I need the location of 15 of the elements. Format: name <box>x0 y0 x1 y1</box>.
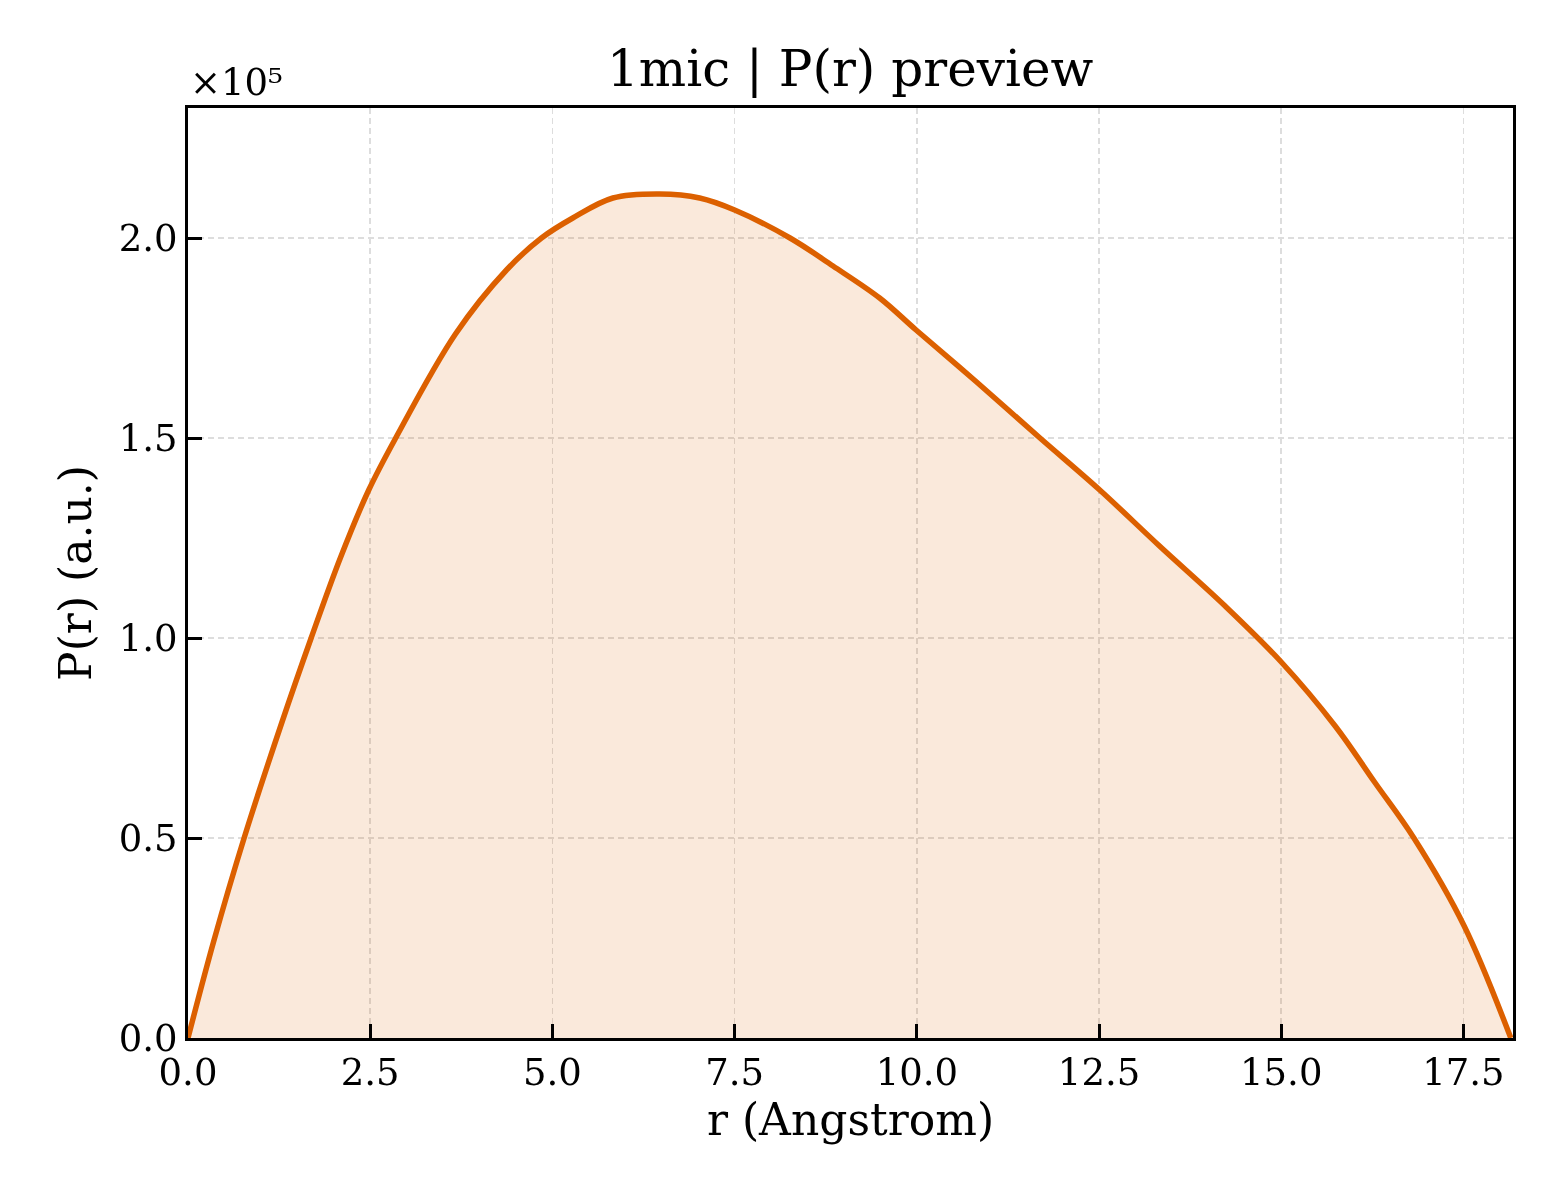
x-tick-label: 17.5 <box>1422 1051 1505 1095</box>
x-tick-label: 2.5 <box>340 1051 400 1095</box>
x-tick-label: 15.0 <box>1240 1051 1323 1095</box>
x-axis-title: r (Angstrom) <box>706 1094 995 1146</box>
y-tick-label: 0.5 <box>118 816 178 860</box>
x-tick-label: 7.5 <box>705 1051 765 1095</box>
x-tick-label: 10.0 <box>875 1051 959 1095</box>
y-tick-label: 2.0 <box>118 216 178 260</box>
y-axis-title: P(r) (a.u.) <box>49 465 101 681</box>
y-tick-label: 1.0 <box>118 616 178 660</box>
chart-title: 1mic | P(r) preview <box>606 39 1094 98</box>
text: ×10⁵ <box>190 61 283 104</box>
x-tick-label: 5.0 <box>522 1051 582 1095</box>
y-tick-label: 1.5 <box>118 416 178 460</box>
x-tick-label: 12.5 <box>1057 1051 1141 1095</box>
